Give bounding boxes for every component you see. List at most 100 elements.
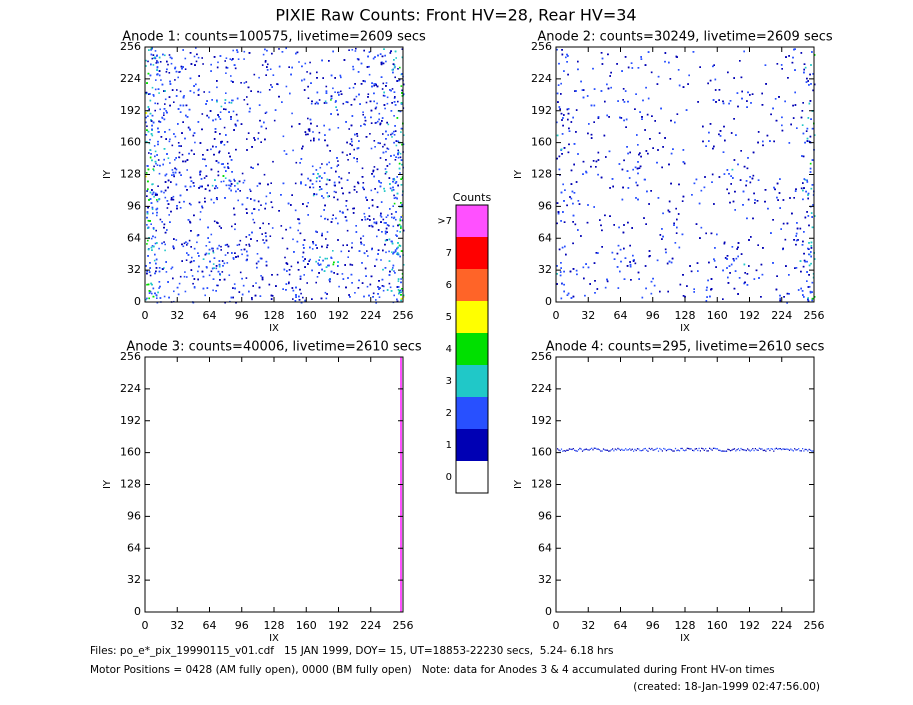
pixel: [149, 99, 152, 102]
pixel: [587, 266, 590, 269]
pixel: [801, 124, 804, 126]
pixel: [243, 179, 246, 182]
pixel: [375, 299, 377, 301]
pixel: [285, 283, 288, 285]
pixel: [398, 223, 401, 226]
pixel: [377, 253, 379, 255]
pixel: [401, 92, 403, 94]
pixel: [594, 292, 596, 294]
pixel: [556, 273, 558, 275]
pixel: [782, 222, 785, 225]
pixel: [634, 166, 637, 169]
pixel: [381, 278, 384, 281]
pixel: [216, 247, 219, 250]
pixel: [727, 276, 729, 279]
pixel: [394, 130, 397, 132]
pixel: [258, 286, 261, 289]
pixel: [186, 159, 189, 161]
pixel: [295, 52, 297, 55]
y-tick-label: 0: [134, 295, 141, 308]
pixel: [148, 290, 151, 292]
pixel: [374, 83, 377, 85]
pixel: [794, 69, 796, 71]
pixel: [800, 270, 802, 273]
pixel: [302, 145, 304, 148]
pixel: [351, 264, 354, 266]
pixel: [336, 165, 338, 168]
pixel: [333, 181, 336, 184]
pixel: [806, 137, 809, 140]
pixel: [201, 113, 204, 115]
pixel: [153, 145, 156, 147]
pixel: [182, 104, 185, 107]
pixel: [158, 281, 161, 283]
pixel: [355, 225, 357, 227]
pixel: [386, 224, 389, 226]
pixel: [762, 140, 764, 143]
pixel: [324, 134, 326, 136]
pixel: [755, 269, 758, 272]
pixel: [399, 255, 401, 258]
pixel: [795, 188, 797, 190]
pixel: [393, 197, 396, 199]
pixel: [315, 260, 317, 263]
pixel: [322, 259, 324, 262]
pixel: [379, 287, 381, 289]
pixel: [396, 176, 398, 178]
pixel: [183, 200, 185, 203]
pixel: [267, 63, 269, 66]
pixel: [337, 239, 339, 241]
pixel: [159, 61, 162, 63]
pixel: [178, 145, 180, 147]
pixel: [809, 162, 812, 165]
pixel: [781, 124, 783, 127]
pixel: [644, 265, 647, 267]
pixel: [156, 200, 159, 203]
pixel: [149, 220, 151, 222]
pixel: [561, 49, 563, 51]
pixel: [170, 267, 173, 270]
pixel: [202, 63, 204, 65]
pixel: [792, 56, 794, 59]
pixel: [572, 295, 575, 298]
pixel: [705, 289, 708, 291]
pixel: [157, 140, 159, 143]
pixel: [165, 173, 168, 175]
pixel: [299, 232, 302, 235]
pixel: [332, 250, 334, 252]
pixel: [286, 263, 289, 265]
x-tick-label: 128: [264, 309, 285, 322]
pixel: [378, 296, 381, 298]
pixel: [631, 67, 634, 69]
pixel: [341, 151, 344, 154]
pixel: [194, 64, 196, 66]
pixel: [393, 64, 396, 66]
pixel: [266, 69, 269, 71]
pixel: [388, 224, 390, 227]
pixel: [402, 264, 405, 266]
pixel: [560, 267, 562, 269]
pixel: [340, 177, 343, 180]
pixel: [220, 142, 222, 144]
pixel: [326, 144, 329, 147]
pixel: [193, 247, 196, 250]
pixel: [325, 85, 328, 88]
pixel: [224, 102, 226, 104]
pixel: [202, 154, 204, 156]
pixel: [172, 171, 174, 174]
pixel: [219, 55, 222, 57]
pixel: [807, 80, 809, 82]
pixel: [157, 185, 159, 187]
pixel: [726, 255, 729, 257]
pixel: [336, 157, 338, 159]
pixel: [316, 231, 318, 233]
pixel: [268, 223, 270, 225]
pixel: [569, 196, 571, 198]
pixel: [221, 140, 223, 143]
pixel: [264, 138, 266, 141]
pixel: [556, 121, 558, 124]
pixel: [368, 65, 370, 68]
pixel: [609, 75, 611, 77]
pixel: [381, 120, 383, 122]
pixel: [189, 52, 192, 54]
